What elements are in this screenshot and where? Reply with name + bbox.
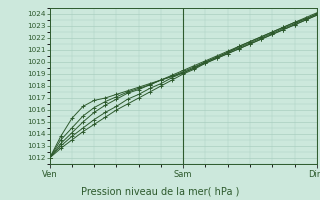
Text: Pression niveau de la mer( hPa ): Pression niveau de la mer( hPa ) bbox=[81, 186, 239, 196]
